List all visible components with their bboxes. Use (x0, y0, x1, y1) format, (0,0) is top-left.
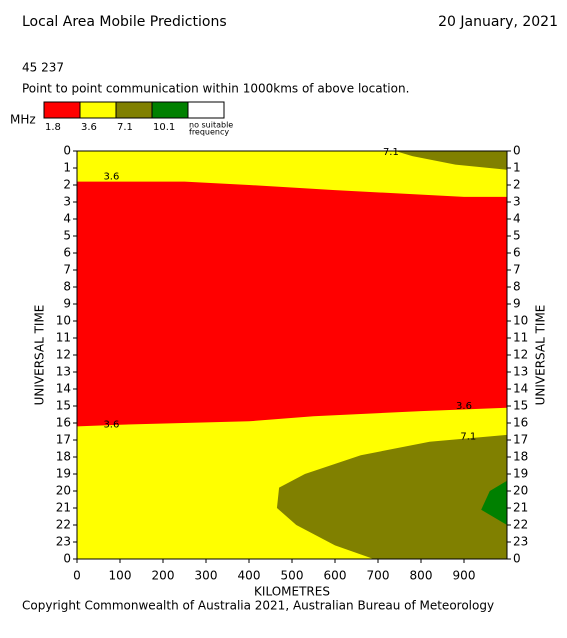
y2-tick-label: 15 (513, 399, 528, 413)
y-tick-label: 12 (56, 348, 71, 362)
x-tick-label: 600 (324, 569, 347, 583)
y2-tick-label: 14 (513, 382, 528, 396)
contour-region (481, 480, 507, 525)
y-tick-label: 19 (56, 467, 71, 481)
x-tick-label: 0 (73, 569, 81, 583)
y-tick-label: 17 (56, 433, 71, 447)
y2-tick-label: 9 (513, 297, 521, 311)
legend-swatch (115, 101, 153, 119)
y-tick-label: 22 (56, 518, 71, 532)
y-tick-label: 0 (63, 552, 71, 566)
legend-label: 3.6 (81, 122, 97, 133)
y2-tick-label: 23 (513, 535, 528, 549)
y2-tick-label: 1 (513, 161, 521, 175)
x-tick-label: 300 (195, 569, 218, 583)
legend-swatch (79, 101, 117, 119)
y2-tick-label: 12 (513, 348, 528, 362)
chart-title: Local Area Mobile Predictions (22, 14, 227, 30)
y-tick-label: 5 (63, 229, 71, 243)
y2-tick-label: 22 (513, 518, 528, 532)
x-tick-label: 400 (238, 569, 261, 583)
y-tick-label: 13 (56, 365, 71, 379)
date: 20 January, 2021 (438, 14, 558, 30)
contour-region (276, 434, 507, 559)
y-tick-label: 9 (63, 297, 71, 311)
x-tick-label: 200 (152, 569, 175, 583)
location: 45 237 (22, 61, 64, 75)
legend-label: 1.8 (45, 122, 61, 133)
y-axis-label: UNIVERSAL TIME (33, 305, 47, 406)
x-tick-label: 700 (367, 569, 390, 583)
y-tick-label: 4 (63, 212, 71, 226)
y-tick-label: 11 (56, 331, 71, 345)
contour-label: 3.6 (456, 401, 472, 412)
legend-label: no suitable (189, 121, 233, 130)
legend-label: frequency (189, 128, 229, 137)
y2-axis-label: UNIVERSAL TIME (534, 305, 548, 406)
x-tick-label: 900 (453, 569, 476, 583)
y2-tick-label: 2 (513, 178, 521, 192)
y2-tick-label: 8 (513, 280, 521, 294)
y-tick-label: 18 (56, 450, 71, 464)
y2-tick-label: 0 (513, 144, 521, 158)
y-tick-label: 16 (56, 416, 71, 430)
legend-swatch (43, 101, 81, 119)
y2-tick-label: 19 (513, 467, 528, 481)
y2-tick-label: 13 (513, 365, 528, 379)
y2-tick-label: 7 (513, 263, 521, 277)
y-tick-label: 20 (56, 484, 71, 498)
contour-label: 7.1 (383, 147, 399, 158)
y-tick-label: 7 (63, 263, 71, 277)
y2-tick-label: 17 (513, 433, 528, 447)
contour-label: 3.6 (103, 172, 119, 183)
contour-label: 3.6 (103, 420, 119, 431)
x-axis-label: KILOMETRES (254, 585, 330, 599)
y-tick-label: 10 (56, 314, 71, 328)
legend-label: 7.1 (117, 122, 133, 133)
contour-region (77, 181, 507, 427)
y2-tick-label: 6 (513, 246, 521, 260)
y-tick-label: 8 (63, 280, 71, 294)
y-tick-label: 0 (63, 144, 71, 158)
y2-tick-label: 3 (513, 195, 521, 209)
y-tick-label: 6 (63, 246, 71, 260)
y2-tick-label: 0 (513, 552, 521, 566)
legend-swatch (151, 101, 189, 119)
x-tick-label: 100 (109, 569, 132, 583)
contour-region (395, 151, 507, 170)
legend-unit: MHz (10, 113, 36, 127)
y2-tick-label: 5 (513, 229, 521, 243)
y2-tick-label: 11 (513, 331, 528, 345)
y-tick-label: 1 (63, 161, 71, 175)
y-tick-label: 2 (63, 178, 71, 192)
contour-label: 7.1 (460, 432, 476, 443)
y2-tick-label: 21 (513, 501, 528, 515)
y-tick-label: 3 (63, 195, 71, 209)
y2-tick-label: 4 (513, 212, 521, 226)
subtitle: Point to point communication within 1000… (22, 82, 409, 96)
y-tick-label: 21 (56, 501, 71, 515)
x-tick-label: 500 (281, 569, 304, 583)
y-tick-label: 14 (56, 382, 71, 396)
y-tick-label: 15 (56, 399, 71, 413)
legend-swatch (187, 101, 225, 119)
y2-tick-label: 16 (513, 416, 528, 430)
y-tick-label: 23 (56, 535, 71, 549)
y2-tick-label: 20 (513, 484, 528, 498)
y2-tick-label: 10 (513, 314, 528, 328)
footer: Copyright Commonwealth of Australia 2021… (22, 599, 494, 613)
x-tick-label: 800 (410, 569, 433, 583)
y2-tick-label: 18 (513, 450, 528, 464)
legend-label: 10.1 (153, 122, 175, 133)
